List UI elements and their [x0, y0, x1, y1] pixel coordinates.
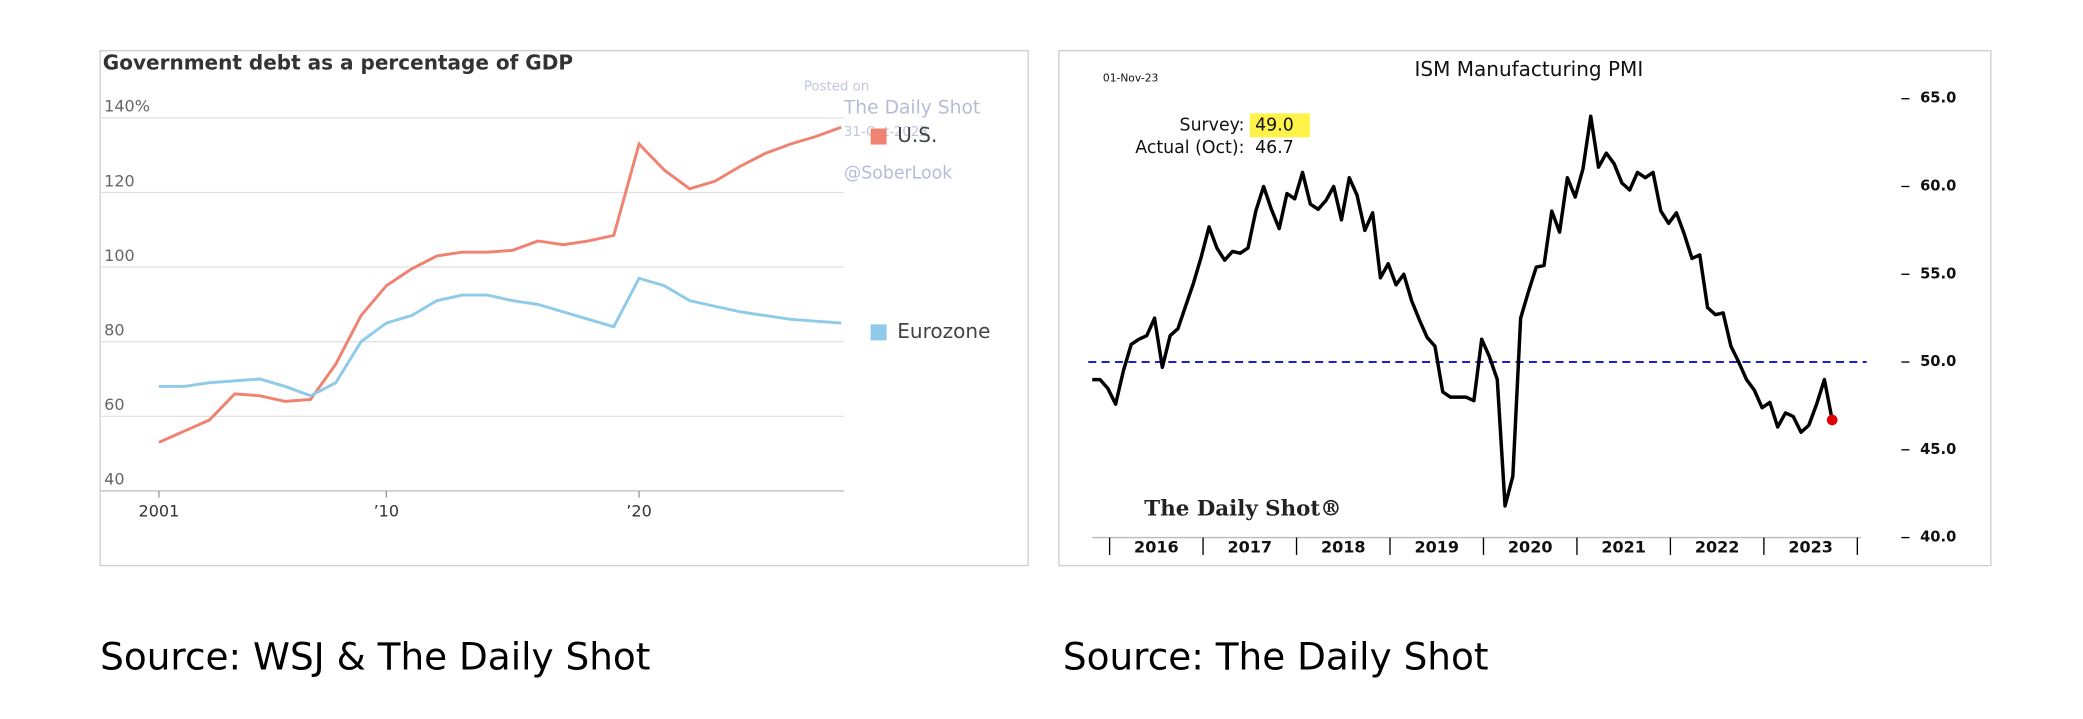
- legend-label: Eurozone: [897, 319, 990, 343]
- y-tick-label: 45.0: [1920, 441, 1956, 458]
- last-point: [1826, 414, 1838, 426]
- annotation-value: 46.7: [1255, 138, 1294, 158]
- annotation-value: 49.0: [1255, 115, 1294, 135]
- y-tick-label: 120: [104, 171, 135, 190]
- legend-swatch: [870, 324, 887, 341]
- y-tick-label: 55.0: [1920, 265, 1956, 282]
- annotation-label: Survey:: [1180, 115, 1245, 135]
- x-tick-label: 2001: [139, 502, 180, 521]
- x-tick-label: ’10: [374, 502, 399, 521]
- y-tick-label: 50.0: [1920, 353, 1956, 370]
- series-line: [1092, 114, 1834, 508]
- watermark: @SoberLook: [844, 163, 952, 183]
- watermark: Posted on: [804, 80, 869, 95]
- y-tick-label: 140%: [104, 97, 150, 116]
- legend-label: U.S.: [897, 123, 937, 147]
- chart-title: Government debt as a percentage of GDP: [103, 51, 573, 75]
- watermark: The Daily Shot: [843, 98, 980, 119]
- highlight: [1249, 113, 1310, 138]
- y-tick-label: 65.0: [1920, 90, 1956, 107]
- y-tick-label: 60: [104, 395, 124, 414]
- watermark: The Daily Shot®: [1144, 497, 1341, 522]
- x-category-label: 2023: [1788, 538, 1833, 557]
- annotation-label: Actual (Oct):: [1135, 138, 1244, 158]
- x-category-label: 2021: [1601, 538, 1646, 557]
- x-category-label: 2017: [1228, 538, 1273, 557]
- x-category-label: 2022: [1695, 538, 1740, 557]
- y-tick-label: 40: [104, 470, 124, 489]
- y-tick-label: 60.0: [1920, 177, 1956, 194]
- x-category-label: 2019: [1414, 538, 1459, 557]
- x-tick-label: ’20: [626, 502, 651, 521]
- legend-swatch: [870, 128, 887, 145]
- y-tick-label: 80: [104, 321, 124, 340]
- x-category-label: 2018: [1321, 538, 1366, 557]
- series-line: [158, 125, 842, 444]
- y-tick-label: 40.0: [1920, 529, 1956, 546]
- series-line: [158, 276, 842, 398]
- x-category-label: 2016: [1134, 538, 1179, 557]
- debt-chart: Government debt as a percentage of GDP 14…: [100, 51, 990, 678]
- x-category-label: 2020: [1508, 538, 1553, 557]
- chart-title: ISM Manufacturing PMI: [1415, 57, 1644, 81]
- source: Source: WSJ & The Daily Shot: [100, 634, 650, 678]
- y-tick-label: 100: [104, 246, 135, 265]
- pmi-chart: ISM Manufacturing PMI 01-Nov-23 65.0 60.0 55…: [1063, 57, 1956, 678]
- date-label: 01-Nov-23: [1103, 72, 1158, 85]
- source: Source: The Daily Shot: [1063, 634, 1489, 678]
